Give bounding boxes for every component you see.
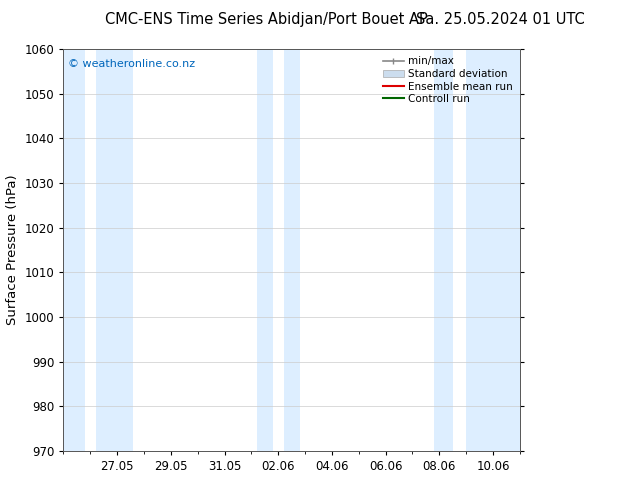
Legend: min/max, Standard deviation, Ensemble mean run, Controll run: min/max, Standard deviation, Ensemble me… bbox=[381, 54, 515, 106]
Bar bbox=[63, 49, 85, 451]
Text: CMC-ENS Time Series Abidjan/Port Bouet AP: CMC-ENS Time Series Abidjan/Port Bouet A… bbox=[105, 12, 428, 27]
Text: Sa. 25.05.2024 01 UTC: Sa. 25.05.2024 01 UTC bbox=[417, 12, 585, 27]
Text: © weatheronline.co.nz: © weatheronline.co.nz bbox=[68, 59, 195, 69]
Y-axis label: Surface Pressure (hPa): Surface Pressure (hPa) bbox=[6, 174, 19, 325]
Bar bbox=[96, 49, 133, 451]
Bar bbox=[466, 49, 520, 451]
Bar bbox=[283, 49, 300, 451]
Bar bbox=[257, 49, 273, 451]
Bar bbox=[434, 49, 453, 451]
